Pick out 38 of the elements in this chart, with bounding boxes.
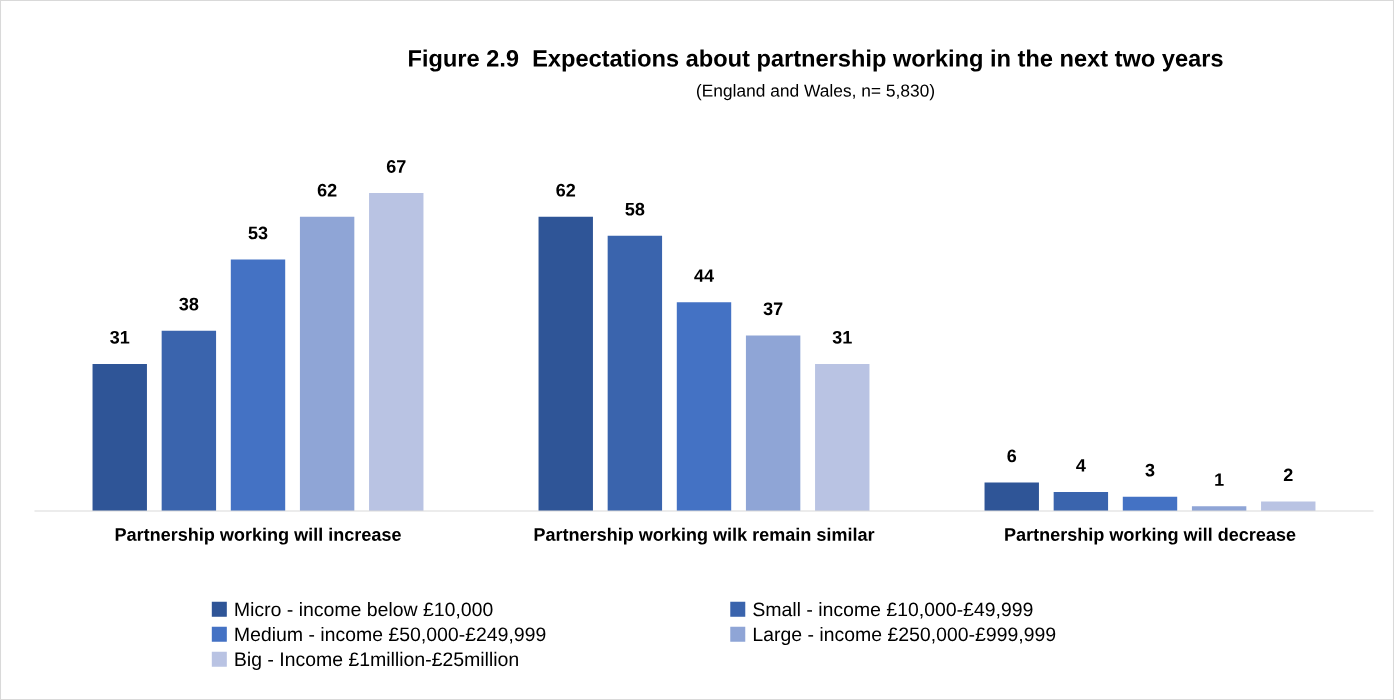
bar xyxy=(607,235,663,511)
data-label: 37 xyxy=(763,302,783,316)
data-label: 2 xyxy=(1283,468,1293,482)
legend-label: Micro - income below £10,000 xyxy=(235,602,493,619)
data-label: 4 xyxy=(1076,459,1086,472)
legend-label: Medium - income £50,000-£249,999 xyxy=(235,626,546,644)
data-label: 62 xyxy=(556,183,576,197)
legend-label: Small - income £10,000-£49,999 xyxy=(753,602,1033,619)
bar xyxy=(161,330,217,511)
data-label: 1 xyxy=(1215,473,1224,486)
data-label: 58 xyxy=(625,202,645,216)
bar xyxy=(369,193,424,511)
bar xyxy=(745,335,801,511)
data-label: 67 xyxy=(386,160,406,173)
data-label: 38 xyxy=(179,297,199,311)
bar xyxy=(984,482,1039,511)
data-label: 62 xyxy=(317,183,337,197)
bar xyxy=(538,216,593,511)
bar xyxy=(815,363,870,511)
bar xyxy=(1122,496,1178,511)
legend-label: Big - Income £1million-£25million xyxy=(235,651,518,670)
x-tick-label: Partnership working will decrease xyxy=(1005,527,1296,545)
data-label: 31 xyxy=(110,330,130,344)
legend-label: Large - income £250,000-£999,999 xyxy=(753,626,1056,646)
bar xyxy=(299,216,355,511)
x-tick-label: Partnership working wilk remain similar xyxy=(534,527,875,545)
data-label: 44 xyxy=(694,269,714,282)
bar xyxy=(676,302,732,511)
data-label: 53 xyxy=(248,226,268,240)
chart-title: Figure 2.9 Expectations about partnership working in the next two years xyxy=(409,49,1223,72)
bar xyxy=(92,363,147,511)
chart-subtitle: (England and Wales, n= 5,830) xyxy=(696,84,935,101)
data-label: 31 xyxy=(832,330,852,344)
bar xyxy=(230,259,286,511)
bar xyxy=(1053,492,1109,511)
x-tick-label: Partnership working will increase xyxy=(115,527,401,545)
data-label: 3 xyxy=(1145,463,1155,477)
data-label: 6 xyxy=(1007,449,1017,463)
